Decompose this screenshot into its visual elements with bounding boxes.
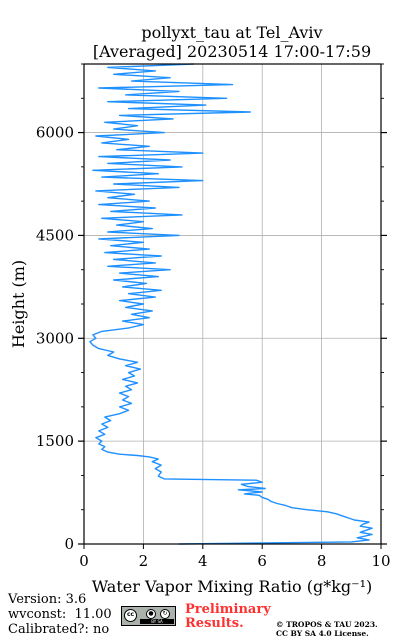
copyright-line-1: © TROPOS & TAU 2023.	[276, 620, 378, 629]
x-axis-ticks: 0 2 4 6 8 10	[79, 544, 391, 570]
y-axis-label: Height (m)	[9, 260, 28, 348]
cc-logo-icon: cc	[124, 609, 137, 622]
cc-license-strip: BY SA	[140, 619, 174, 624]
preliminary-line-2: Results.	[185, 616, 244, 631]
person-icon: ●	[146, 609, 156, 619]
x-tick-label: 8	[317, 552, 327, 570]
x-axis-label: Water Vapor Mixing Ratio (g*kg⁻¹)	[92, 577, 372, 596]
copyright-notice: © TROPOS & TAU 2023. CC BY SA 4.0 Licens…	[276, 620, 378, 638]
y-tick-label: 4500	[36, 226, 74, 244]
wvconst-text: wvconst: 11.00	[8, 607, 112, 622]
y-axis-ticks: 0 1500 3000 4500 6000	[36, 63, 387, 553]
copyright-line-2: CC BY SA 4.0 License.	[276, 629, 369, 638]
chart-title: pollyxt_tau at Tel_Aviv	[141, 23, 322, 42]
y-tick-label: 3000	[36, 329, 74, 347]
x-tick-label: 2	[139, 552, 149, 570]
y-tick-label: 1500	[36, 432, 74, 450]
version-text: Version: 3.6	[8, 592, 87, 607]
grid-lines	[83, 64, 382, 545]
calibrated-text: Calibrated?: no	[8, 622, 110, 637]
x-tick-label: 10	[371, 552, 390, 570]
water-vapor-series-line	[89, 63, 373, 545]
axes-frame	[83, 63, 382, 545]
x-axis-label-text: Water Vapor Mixing Ratio (g*kg⁻¹)	[92, 577, 372, 596]
chart-subtitle: [Averaged] 20230514 17:00-17:59	[93, 42, 371, 61]
y-tick-label: 6000	[36, 124, 74, 142]
preliminary-line-1: Preliminary	[185, 602, 271, 617]
x-tick-label: 0	[79, 552, 89, 570]
cc-by-text: BY	[151, 619, 157, 624]
cc-sa-text: SA	[157, 619, 163, 624]
plot-area	[89, 63, 373, 545]
cc-license-logo: cc ● ↻ BY SA	[121, 606, 176, 626]
x-tick-label: 6	[257, 552, 267, 570]
y-tick-label: 0	[64, 535, 74, 553]
preliminary-results-notice: Preliminary Results.	[185, 603, 271, 631]
x-tick-label: 4	[198, 552, 208, 570]
share-alike-icon: ↻	[160, 609, 170, 619]
